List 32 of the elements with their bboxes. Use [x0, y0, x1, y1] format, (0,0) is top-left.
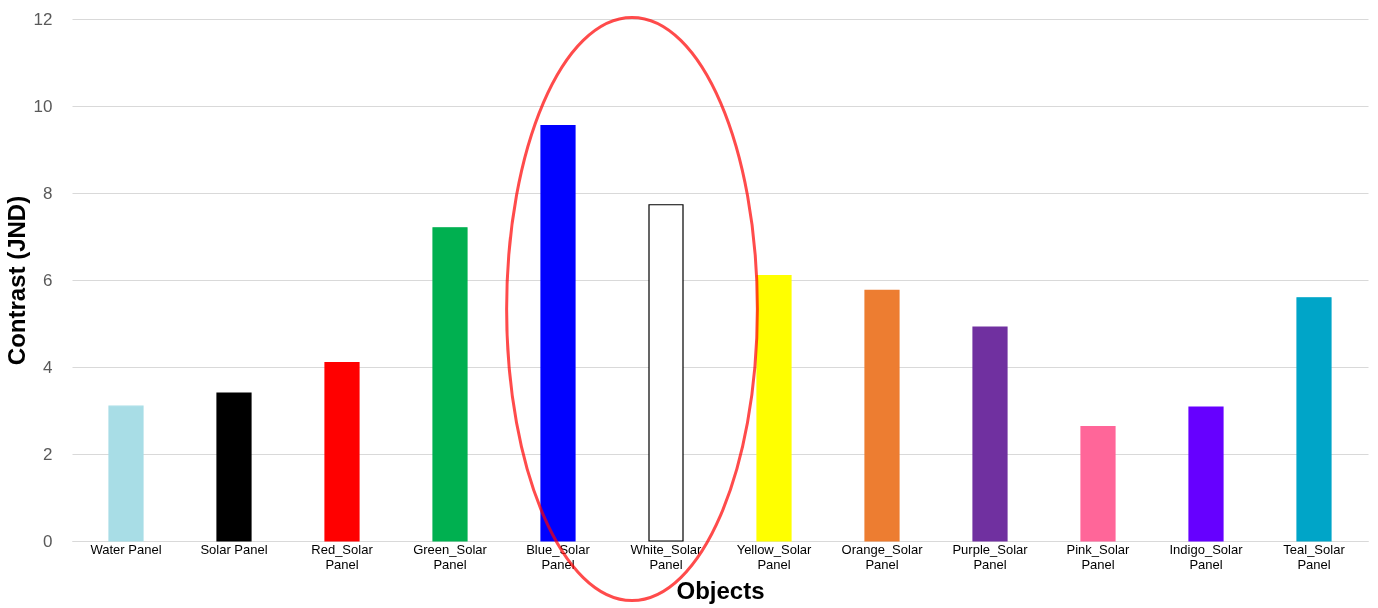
bar	[1080, 426, 1116, 542]
x-axis-title: Objects	[676, 576, 765, 604]
bar	[648, 204, 684, 542]
y-tick-label: 10	[33, 96, 53, 116]
x-tick-label: Water Panel	[90, 541, 162, 557]
bar	[432, 227, 468, 542]
x-tick-label: Green_Solar Panel	[413, 541, 488, 572]
y-tick-label: 6	[43, 270, 53, 290]
bar	[324, 362, 360, 542]
y-tick-label: 2	[43, 444, 53, 464]
x-tick-label: Indigo_Solar Panel	[1169, 541, 1244, 572]
x-tick-label: Teal_Solar Panel	[1283, 541, 1346, 572]
x-tick-label: Purple_Solar Panel	[952, 541, 1029, 572]
x-tick-label: Pink_Solar Panel	[1066, 541, 1131, 572]
bar	[108, 405, 144, 542]
x-tick-label: Yellow_Solar Panel	[736, 541, 813, 572]
bar	[864, 289, 900, 542]
bar	[216, 392, 252, 542]
x-tick-label: Orange_Solar Panel	[841, 541, 924, 572]
bar	[756, 275, 792, 542]
x-tick-label: Solar Panel	[200, 541, 268, 557]
y-tick-label: 0	[43, 531, 53, 551]
bar	[1188, 406, 1224, 542]
bar	[1296, 297, 1332, 542]
y-tick-label: 12	[33, 9, 53, 29]
x-tick-label: White_Solar Panel	[630, 541, 703, 572]
y-tick-label: 4	[43, 357, 53, 377]
y-tick-label: 8	[43, 183, 53, 203]
x-tick-label: Red_Solar Panel	[311, 541, 374, 572]
bar	[972, 326, 1008, 542]
y-axis-title: Contrast (JND)	[2, 195, 30, 366]
bar	[540, 124, 576, 542]
